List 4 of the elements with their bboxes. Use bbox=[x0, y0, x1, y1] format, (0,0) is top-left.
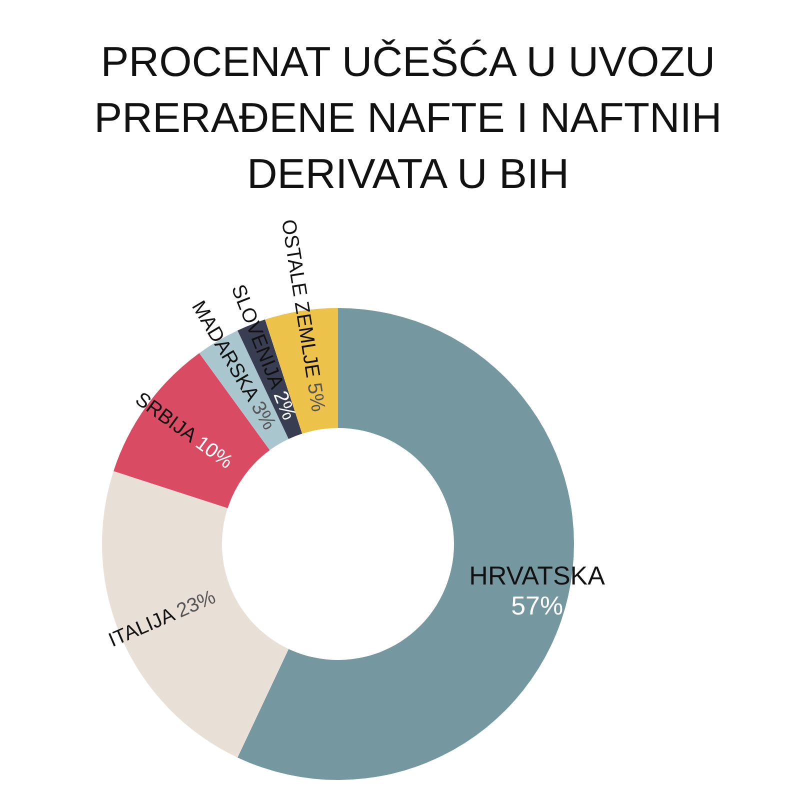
donut-slice bbox=[102, 471, 289, 758]
data-label: 5% bbox=[302, 381, 329, 414]
data-label: 57% bbox=[511, 590, 564, 620]
chart-title: PROCENAT UČEŠĆA U UVOZU PRERAĐENE NAFTE I NAFTNIH DERIVATA U BIH bbox=[94, 38, 722, 197]
